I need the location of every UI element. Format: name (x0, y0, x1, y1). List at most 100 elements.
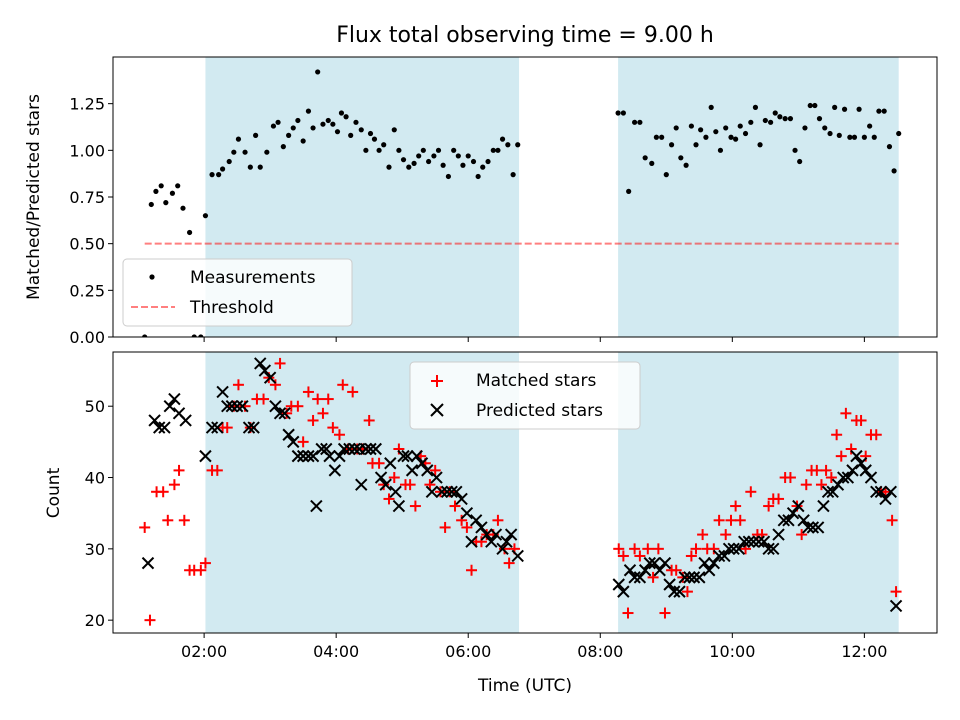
measurement-point (505, 142, 511, 148)
matched-star-point (652, 543, 664, 555)
measurement-point (300, 138, 306, 144)
legend-predicted-marker (430, 403, 444, 417)
bottom-y-tick-label: 20 (85, 611, 105, 630)
matched-star-point (890, 586, 902, 598)
matched-star-point (211, 464, 223, 476)
measurement-point (698, 127, 704, 133)
predicted-star-point (722, 542, 736, 556)
measurement-point (510, 172, 516, 178)
predicted-star-point (712, 549, 726, 563)
top-legend-frame (122, 258, 353, 327)
predicted-star-point (623, 564, 637, 577)
predicted-star-point (465, 535, 478, 548)
measurement-point (693, 142, 699, 148)
matched-star-point (734, 514, 746, 526)
predicted-star-point (397, 449, 410, 463)
matched-star-point (139, 521, 151, 533)
predicted-star-point (732, 542, 746, 556)
top-panel: 0.00 0.25 0.50 0.75 1.00 1.25 (69, 56, 938, 347)
measurement-point (856, 106, 862, 112)
legend-matched-label: Matched stars (476, 371, 596, 391)
measurement-point (198, 334, 204, 337)
measurement-point (499, 136, 506, 142)
measurement-point (881, 108, 887, 114)
matched-star-point (720, 529, 732, 541)
matched-star-point (312, 393, 324, 405)
measurement-point (742, 130, 749, 137)
predicted-star-point (673, 585, 686, 598)
predicted-star-point (348, 442, 361, 456)
measurement-point (451, 147, 457, 153)
measurement-point (253, 132, 259, 138)
predicted-star-point (421, 464, 434, 477)
matched-star-point (681, 586, 693, 598)
predicted-star-point (320, 442, 333, 456)
measurement-point (642, 155, 648, 161)
measurement-point (515, 142, 521, 148)
predicted-star-point (817, 499, 830, 513)
top-y-tick-label: 0.25 (69, 281, 105, 300)
predicted-star-point (302, 449, 315, 463)
predicted-star-point (389, 485, 402, 498)
measurement-point (270, 123, 277, 129)
predicted-star-point (310, 499, 323, 513)
measurement-point (663, 172, 669, 178)
predicted-star-point (287, 435, 300, 449)
matched-star-point (337, 379, 349, 391)
measurement-point (264, 149, 270, 155)
measurement-point (678, 155, 684, 161)
matched-star-point (232, 379, 244, 391)
predicted-star-point (752, 535, 765, 548)
measurement-point (175, 183, 181, 189)
matched-star-point (157, 486, 169, 498)
predicted-star-point (811, 521, 825, 534)
predicted-star-point (806, 521, 820, 534)
predicted-star-point (837, 471, 850, 484)
predicted-star-point (440, 485, 454, 498)
predicted-star-point (168, 392, 181, 406)
matched-star-point (815, 479, 827, 491)
measurement-point (688, 123, 694, 129)
bottom-axes-frame (112, 351, 938, 634)
measurement-point (757, 142, 763, 148)
matched-star-point (697, 529, 709, 541)
predicted-star-point (648, 556, 661, 570)
measurement-point (445, 173, 452, 180)
predicted-star-point (225, 399, 239, 413)
matched-star-point (642, 543, 654, 555)
predicted-star-point (343, 442, 356, 456)
bottom-y-tick-label: 30 (85, 540, 105, 559)
measurement-point (637, 119, 643, 125)
matched-star-point (685, 550, 697, 562)
predicted-star-point (179, 414, 192, 427)
predicted-star-point (782, 514, 795, 527)
predicted-star-point (772, 528, 785, 541)
matched-star-point (461, 521, 473, 533)
measurement-point (836, 132, 842, 138)
measurement-point (782, 116, 788, 122)
matched-star-point (617, 550, 629, 562)
bottom-y-tick-label: 40 (85, 469, 105, 488)
predicted-star-point (323, 449, 336, 463)
predicted-star-point (401, 449, 414, 463)
bottom-x-tick-label: 08:00 (577, 642, 623, 661)
matched-star-point (327, 422, 339, 434)
measurement-point (480, 164, 486, 170)
matched-star-point (269, 379, 281, 391)
matched-star-point (784, 472, 796, 484)
bottom-x-tick-label: 02:00 (181, 642, 227, 661)
predicted-star-point (653, 564, 666, 577)
predicted-star-point (864, 471, 878, 484)
matched-star-point (307, 414, 319, 426)
top-y-tick-label: 0.00 (69, 328, 105, 347)
predicted-star-point (687, 571, 701, 584)
predicted-star-point (405, 464, 419, 477)
measurement-point (762, 117, 768, 124)
matched-star-point (297, 436, 309, 448)
predicted-star-point (211, 421, 224, 434)
matched-star-point (730, 500, 742, 512)
measurement-point (142, 334, 148, 337)
measurement-point (703, 134, 709, 140)
measurement-point (216, 172, 222, 178)
matched-star-point (503, 557, 515, 569)
